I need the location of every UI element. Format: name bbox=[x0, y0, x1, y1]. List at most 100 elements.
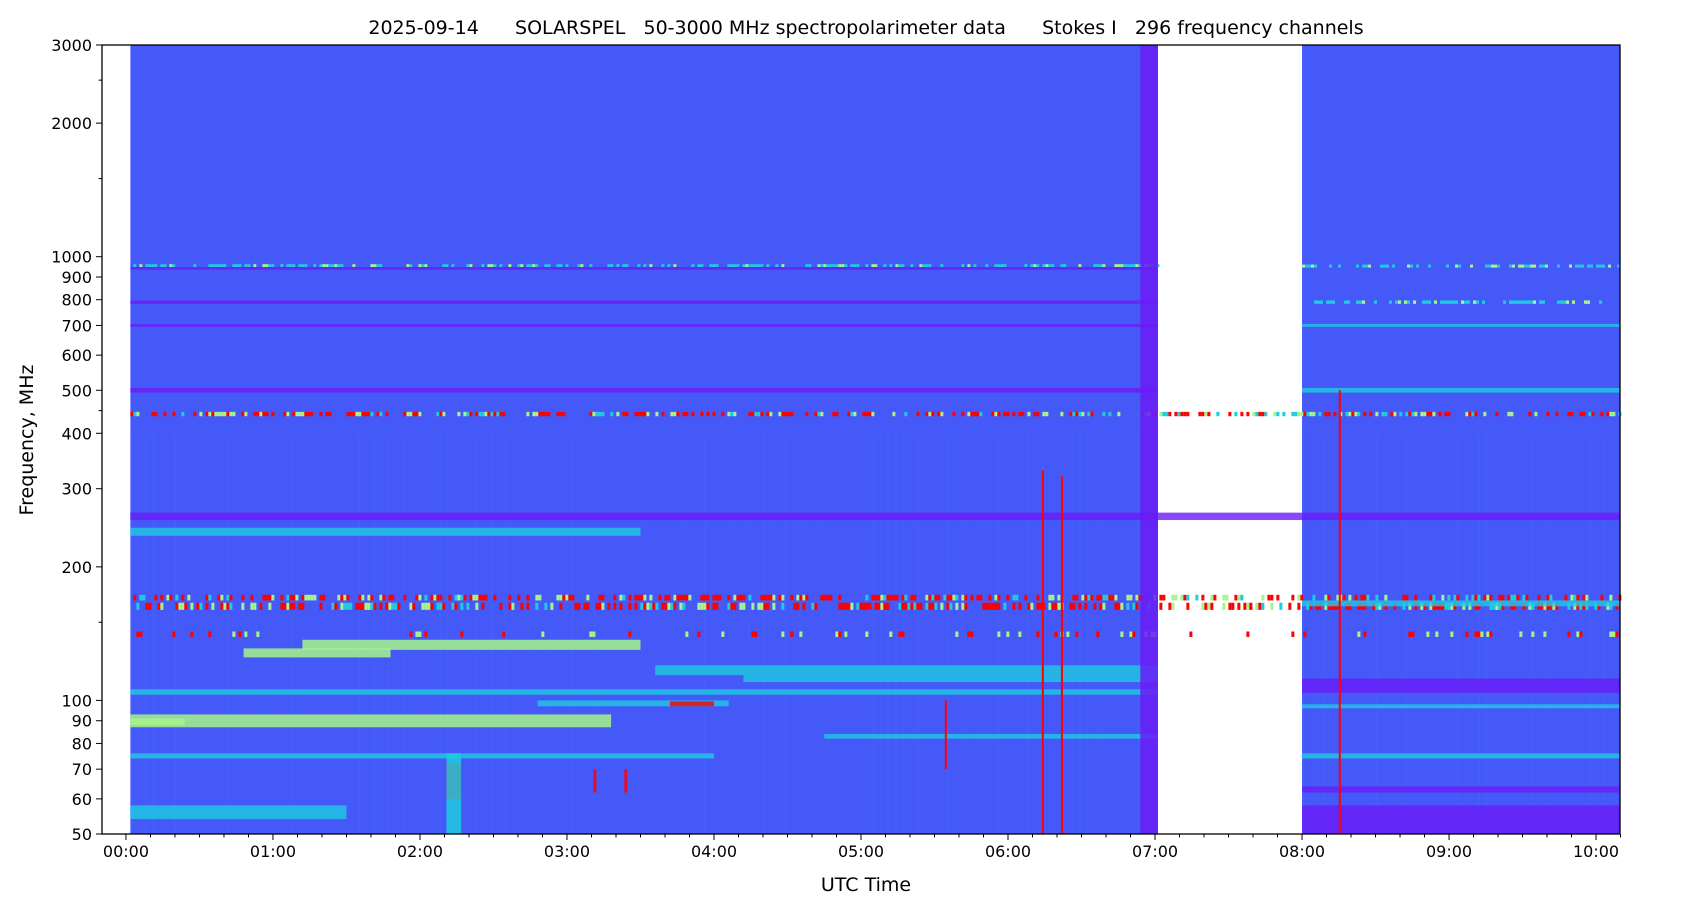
band-dot bbox=[376, 264, 380, 267]
band-dot bbox=[1422, 300, 1426, 304]
band-dot bbox=[355, 411, 359, 417]
band-dot bbox=[1563, 300, 1567, 304]
band-dot bbox=[874, 594, 878, 601]
band-dot bbox=[835, 411, 839, 417]
band-dot bbox=[637, 594, 641, 601]
band-dot bbox=[1543, 602, 1547, 610]
band-dot bbox=[649, 602, 653, 610]
band-dot bbox=[235, 264, 239, 267]
band-dot bbox=[775, 264, 779, 267]
band-dot bbox=[1000, 264, 1004, 267]
band-dot bbox=[589, 631, 593, 637]
band-dot bbox=[772, 602, 776, 610]
band-dot bbox=[1381, 411, 1385, 417]
noise-column bbox=[872, 433, 875, 834]
band-dot bbox=[601, 602, 605, 610]
band-dot bbox=[442, 264, 446, 267]
band-dot bbox=[682, 411, 686, 417]
band-dot bbox=[778, 594, 782, 601]
band-dot bbox=[1585, 594, 1589, 601]
band-dot bbox=[1069, 602, 1073, 610]
band-dot bbox=[1222, 594, 1226, 601]
band-dot bbox=[154, 411, 158, 417]
y-tick-label: 300 bbox=[61, 480, 92, 499]
band-dot bbox=[1446, 264, 1450, 268]
band-dot bbox=[1393, 411, 1397, 417]
band-dot bbox=[898, 264, 902, 267]
band-dot bbox=[349, 411, 353, 417]
noise-column bbox=[255, 433, 258, 834]
band-dot bbox=[967, 264, 971, 267]
band-dot bbox=[1546, 411, 1550, 417]
band-dot bbox=[1491, 264, 1495, 268]
band-dot bbox=[1596, 264, 1600, 268]
x-tick-label: 09:00 bbox=[1426, 842, 1472, 861]
band-dot bbox=[1494, 264, 1498, 268]
band-dot bbox=[520, 602, 524, 610]
band-dot bbox=[343, 602, 347, 610]
band-dot bbox=[1036, 411, 1040, 417]
band-dot bbox=[559, 264, 563, 267]
band-dot bbox=[388, 594, 392, 601]
band bbox=[130, 527, 641, 536]
band-dot bbox=[802, 602, 806, 610]
band-dot bbox=[205, 594, 209, 601]
band-dot bbox=[1372, 602, 1376, 610]
band-dot bbox=[1399, 411, 1403, 417]
band-dot bbox=[649, 594, 653, 601]
band-dot bbox=[748, 411, 752, 417]
band-dot bbox=[1270, 602, 1274, 610]
band-dot bbox=[1474, 631, 1478, 637]
band-dot bbox=[166, 594, 170, 601]
band-dot bbox=[1308, 264, 1312, 268]
band-dot bbox=[1522, 602, 1526, 610]
band-dot bbox=[133, 264, 137, 267]
band-dot bbox=[1261, 411, 1265, 417]
band-dot bbox=[1432, 594, 1436, 601]
band-dot bbox=[220, 411, 224, 417]
band-dot bbox=[1117, 264, 1121, 267]
band-dot bbox=[1117, 411, 1121, 417]
vertical-burst-line bbox=[1338, 390, 1341, 834]
band-dot bbox=[415, 411, 419, 417]
band-dot bbox=[661, 411, 665, 417]
band-dot bbox=[1078, 602, 1082, 610]
band-dot bbox=[679, 602, 683, 610]
band-dot bbox=[886, 602, 890, 610]
band-dot bbox=[1317, 300, 1321, 304]
band-dot bbox=[484, 411, 488, 417]
band-dot bbox=[313, 264, 317, 267]
band-dot bbox=[1488, 264, 1492, 268]
band-dot bbox=[1003, 602, 1007, 610]
band-dot bbox=[217, 594, 221, 601]
band-dot bbox=[1407, 264, 1411, 268]
band-dot bbox=[832, 411, 836, 417]
band-dot bbox=[1177, 411, 1181, 417]
band-dot bbox=[787, 411, 791, 417]
band-dot bbox=[1384, 602, 1388, 610]
band-dot bbox=[982, 602, 986, 610]
band-dot bbox=[1291, 411, 1295, 417]
noise-column bbox=[387, 433, 390, 834]
band-dot bbox=[661, 264, 665, 267]
y-tick-label: 900 bbox=[61, 268, 92, 287]
x-tick-label: 07:00 bbox=[1132, 842, 1178, 861]
band-dot bbox=[1567, 602, 1571, 610]
x-tick-label: 02:00 bbox=[397, 842, 443, 861]
band-dot bbox=[1042, 264, 1046, 267]
band-dot bbox=[160, 594, 164, 601]
band-dot bbox=[1615, 602, 1619, 610]
band-dot bbox=[751, 264, 755, 267]
band-dot bbox=[757, 411, 761, 417]
band-dot bbox=[1302, 264, 1306, 268]
band-dot bbox=[1375, 594, 1379, 601]
band-dot bbox=[1078, 264, 1082, 267]
band-dot bbox=[1006, 631, 1010, 637]
band-dot bbox=[1339, 411, 1343, 417]
band-dot bbox=[835, 264, 839, 267]
band-dot bbox=[343, 594, 347, 601]
band-dot bbox=[913, 602, 917, 610]
band-dot bbox=[1512, 264, 1516, 268]
band-dot bbox=[1432, 411, 1436, 417]
band-dot bbox=[1129, 631, 1133, 637]
